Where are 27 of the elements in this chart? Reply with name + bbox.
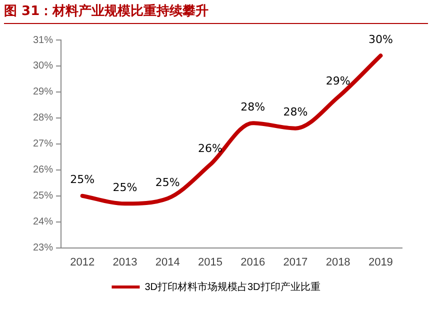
x-tick-label: 2019 xyxy=(368,256,393,268)
y-tick-label: 26% xyxy=(33,164,54,176)
y-tick-label: 31% xyxy=(33,34,54,46)
y-tick-label: 27% xyxy=(33,138,54,150)
x-tick-label: 2016 xyxy=(240,256,266,268)
x-tick-label: 2014 xyxy=(155,256,180,268)
y-tick-label: 28% xyxy=(33,112,54,124)
x-tick-label: 2013 xyxy=(112,256,138,268)
data-label: 30% xyxy=(368,32,393,46)
data-label: 25% xyxy=(112,181,138,194)
data-label: 25% xyxy=(70,173,95,186)
data-label: 28% xyxy=(283,106,308,119)
data-label: 28% xyxy=(240,100,266,114)
y-tick-label: 24% xyxy=(33,216,54,228)
data-label: 26% xyxy=(198,142,222,156)
y-tick-label: 30% xyxy=(33,60,54,72)
data-label: 29% xyxy=(326,74,350,88)
y-tick-label: 23% xyxy=(33,242,54,254)
chart-title: 图 31：材料产业规模比重持续攀升 xyxy=(4,2,428,24)
data-label: 25% xyxy=(155,176,180,189)
y-tick-label: 25% xyxy=(33,190,54,202)
x-tick-label: 2017 xyxy=(283,256,308,268)
y-tick-label: 29% xyxy=(33,86,54,98)
x-tick-label: 2018 xyxy=(326,256,350,268)
legend-label: 3D打印材料市场规模占3D打印产业比重 xyxy=(144,280,320,293)
x-tick-label: 2012 xyxy=(70,256,95,268)
x-tick-label: 2015 xyxy=(198,256,222,268)
